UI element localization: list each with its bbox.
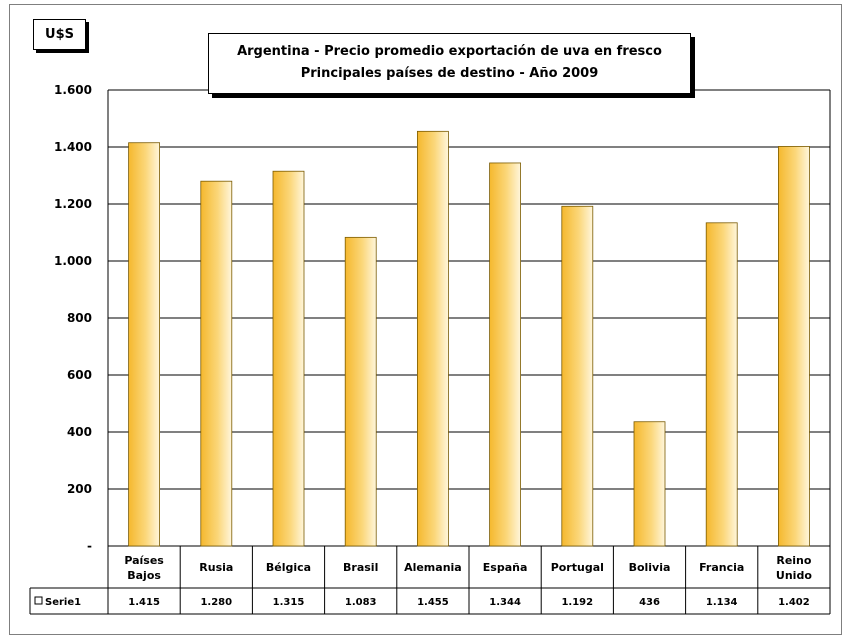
category-label: Reino [776, 554, 812, 567]
data-label: 436 [639, 597, 660, 608]
unit-label: U$S [33, 19, 86, 50]
category-label: Bélgica [266, 561, 311, 574]
chart-frame [9, 4, 842, 635]
y-tick-label: 1.000 [54, 254, 92, 268]
bar [489, 162, 522, 547]
bar [633, 421, 666, 547]
category-label: Portugal [551, 561, 604, 574]
category-label: Unido [776, 569, 812, 582]
category-label: Bajos [127, 569, 161, 582]
bar [272, 170, 305, 547]
category-label: Bolivia [629, 561, 671, 574]
data-table: Países Bajos Rusia Bélgica Brasil Alemania Esp… [29, 546, 831, 615]
y-tick-label: 400 [67, 425, 92, 439]
y-tick-label: 600 [67, 368, 92, 382]
y-tick-label: 1.600 [54, 83, 92, 97]
bar [705, 222, 738, 547]
y-tick-label: 200 [67, 482, 92, 496]
bar [778, 146, 810, 547]
data-label: 1.415 [128, 597, 160, 608]
category-label: Brasil [343, 561, 378, 574]
bar [561, 205, 594, 547]
chart-title: Argentina - Precio promedio exportación … [237, 44, 662, 59]
category-label: España [483, 561, 528, 574]
chart-title-box: Argentina - Precio promedio exportación … [208, 33, 691, 94]
bar [200, 180, 233, 547]
data-label: 1.455 [417, 597, 449, 608]
data-label: 1.192 [561, 597, 593, 608]
y-tick-label: 1.200 [54, 197, 92, 211]
data-label: 1.134 [706, 597, 738, 608]
bar [344, 236, 377, 547]
y-tick-label: 1.400 [54, 140, 92, 154]
series-name: Serie1 [45, 597, 81, 608]
category-label: Alemania [404, 561, 462, 574]
axes: - 200 400 600 800 1.000 1.200 1.400 1.600 [54, 83, 831, 553]
bars [128, 130, 810, 547]
data-label: 1.402 [778, 597, 810, 608]
data-label: 1.083 [345, 597, 377, 608]
data-label: 1.280 [200, 597, 232, 608]
y-tick-label: 800 [67, 311, 92, 325]
data-label: 1.344 [489, 597, 521, 608]
category-label: Francia [699, 561, 744, 574]
chart-subtitle: Principales países de destino - Año 2009 [300, 66, 599, 81]
legend-swatch [34, 596, 43, 605]
bar [416, 130, 449, 547]
category-label: Países [124, 554, 164, 567]
y-tick-label: - [87, 539, 92, 553]
data-label: 1.315 [273, 597, 305, 608]
category-label: Rusia [199, 561, 233, 574]
bar [128, 142, 161, 547]
